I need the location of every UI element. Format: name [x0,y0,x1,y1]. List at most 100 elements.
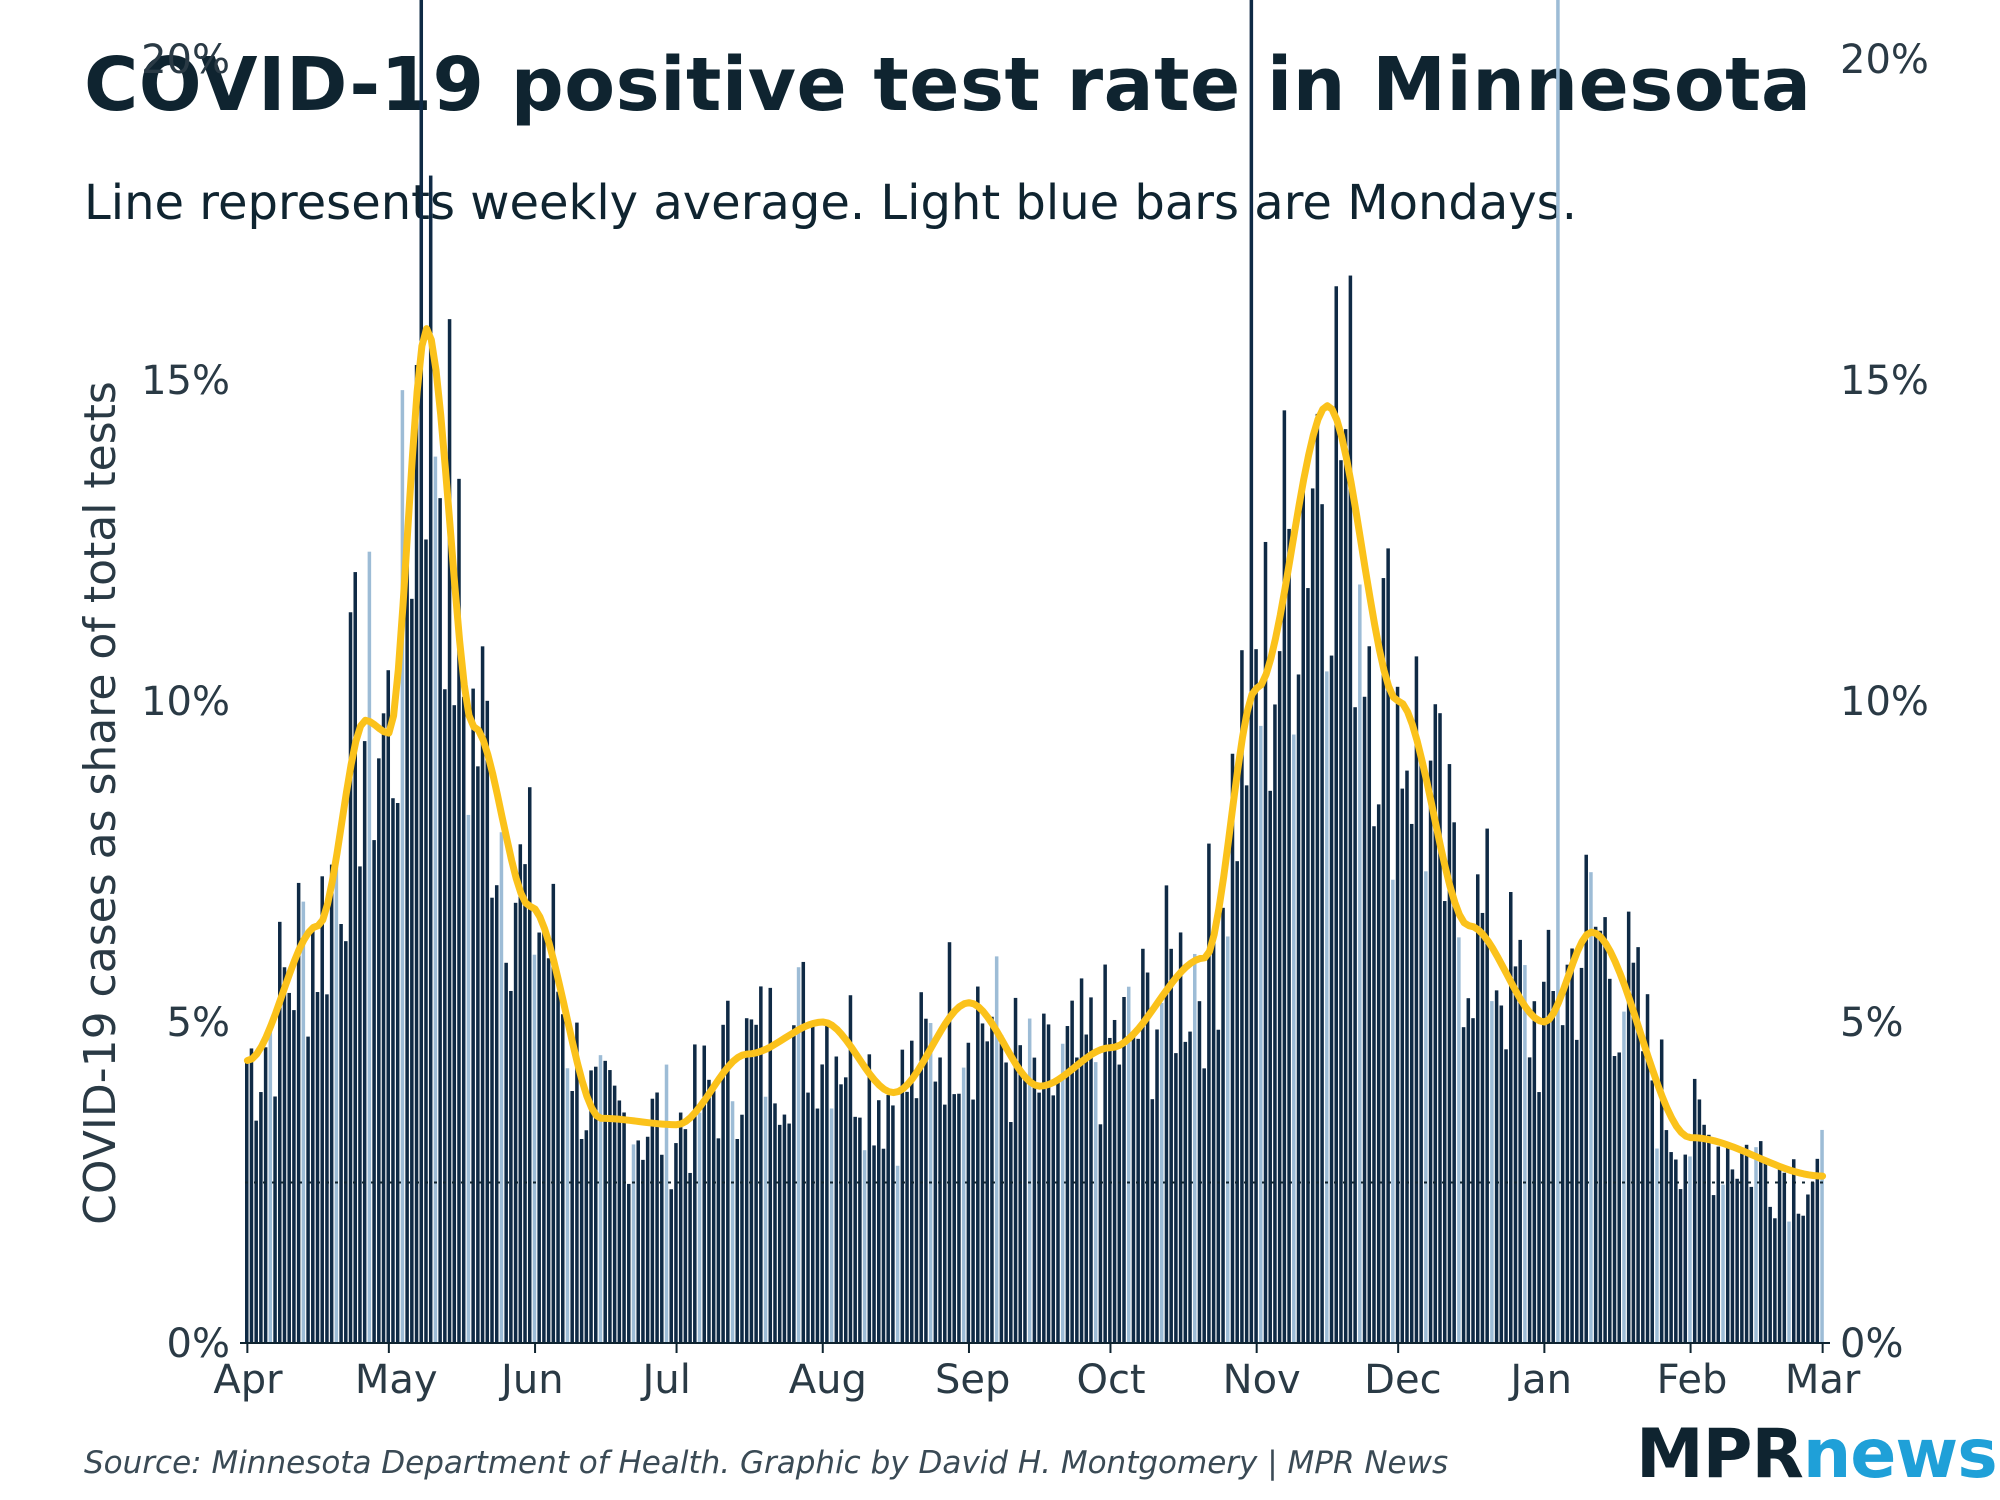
monday-bar [1193,953,1197,1343]
daily-bar [1009,1122,1013,1343]
monday-bar [961,1067,966,1343]
daily-bar [777,1124,782,1343]
monday-bar [994,956,999,1343]
daily-bar [1277,651,1282,1343]
daily-bar [858,1117,862,1343]
daily-bar [1570,948,1574,1343]
daily-bar [1169,948,1173,1343]
daily-bar [1740,1148,1744,1343]
y-tick-label-left: 5% [167,1000,230,1046]
daily-bar [900,1049,905,1343]
daily-bar [721,1024,725,1343]
monday-bar [1060,1043,1065,1343]
daily-bar [1287,528,1291,1343]
daily-bar [971,1099,975,1343]
daily-bar [914,1098,919,1343]
x-tick-label: Aug [789,1357,867,1403]
daily-bar [1504,1049,1508,1343]
daily-bar [1560,1025,1565,1343]
daily-bar [1692,1078,1697,1343]
daily-bar [759,986,763,1343]
daily-bar [1664,1130,1669,1343]
daily-bar [296,882,301,1343]
daily-bar [1051,1095,1056,1343]
daily-bar [1546,929,1551,1343]
daily-bar [1221,907,1225,1343]
monday-bar [466,814,471,1343]
daily-bar [263,1047,268,1343]
daily-bar [395,803,400,1343]
daily-bar [768,987,773,1343]
daily-bar [669,1189,673,1343]
daily-bar [1763,1161,1768,1343]
daily-bar [943,1104,947,1343]
daily-bar [1475,874,1480,1343]
daily-bar [1758,1141,1763,1343]
monday-bar [367,551,372,1343]
daily-bar [1509,892,1513,1343]
daily-bar [391,798,395,1343]
daily-bar [1320,504,1324,1343]
daily-bar [513,902,518,1343]
monday-bar [664,1064,669,1343]
mpr-news-logo: MPRnews [1636,1421,1998,1489]
daily-bar [1537,1092,1541,1343]
daily-bar [1683,1154,1688,1343]
monday-bar [730,1101,735,1343]
daily-bar [867,1054,872,1343]
daily-bar [674,1143,678,1343]
monday-bar [1622,1011,1626,1343]
daily-bar [348,612,353,1343]
daily-bar [551,883,556,1343]
monday-bar [1457,937,1461,1343]
daily-bar [1782,1172,1787,1343]
daily-bar [490,897,494,1343]
daily-bar [542,929,546,1343]
daily-bar [1367,646,1372,1343]
daily-bar [1603,917,1607,1343]
y-tick-label-right: 15% [1840,358,1929,404]
y-tick-label-left: 20% [141,37,230,83]
daily-bar [504,962,508,1343]
daily-bar [1641,1051,1645,1343]
daily-bar [641,1159,645,1343]
daily-bar [881,1148,886,1343]
daily-bar [683,1129,688,1343]
daily-bar [494,885,499,1343]
daily-bar [1329,655,1334,1343]
daily-bar [749,1019,754,1343]
daily-bar [1678,1189,1683,1343]
daily-bar [820,1064,824,1343]
x-tick-label: Feb [1657,1357,1728,1403]
daily-bar [1037,1092,1041,1343]
daily-bar [957,1093,961,1343]
daily-bar [947,942,952,1343]
daily-bar [1631,962,1636,1343]
daily-bar [249,1048,254,1343]
daily-bar [1343,429,1348,1343]
daily-bar [1386,548,1390,1343]
daily-bar [1466,998,1471,1343]
y-tick-label-right: 20% [1840,37,1929,83]
daily-bar [999,1035,1004,1343]
monday-bar [1655,1148,1659,1343]
daily-bar [1197,1001,1202,1343]
daily-bar [1697,1099,1702,1343]
daily-bar [1650,1080,1655,1343]
daily-bar [1296,674,1301,1343]
daily-bar [980,1023,985,1343]
daily-bar [1707,1134,1711,1343]
daily-bar [1659,1039,1664,1343]
daily-bar [518,844,523,1343]
daily-bar [678,1112,683,1343]
daily-bar [1032,1057,1037,1343]
daily-bar [1263,541,1268,1343]
daily-bar [579,1138,584,1343]
daily-bar [603,1060,607,1343]
daily-bar [1636,947,1640,1343]
daily-bar [428,175,433,1343]
x-tick-label: May [355,1357,438,1403]
daily-bar [471,688,475,1343]
daily-bar [1400,788,1405,1343]
daily-bar [919,992,923,1343]
